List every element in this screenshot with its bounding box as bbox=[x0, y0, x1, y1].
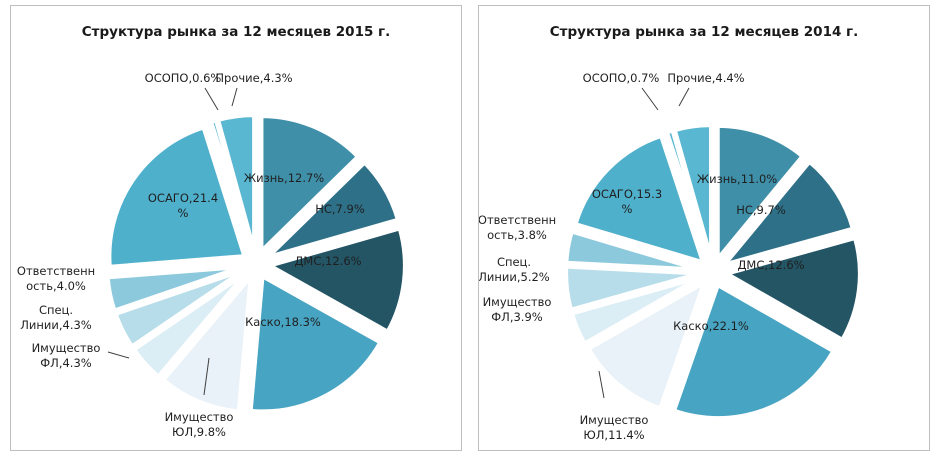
pie-slice-имущество bbox=[131, 271, 248, 380]
pie-slice-спец bbox=[113, 268, 245, 350]
slice-label-дмс: ДМС,12.6% bbox=[294, 254, 361, 268]
pie-slice-имущество bbox=[569, 275, 702, 347]
pie-slice-осаго bbox=[573, 133, 707, 266]
leader-line bbox=[641, 87, 659, 111]
leader-line bbox=[203, 357, 210, 396]
slice-label-осопо: ОСОПО,0.6% bbox=[145, 71, 222, 85]
slice-label-нс: НС,9.7% bbox=[736, 203, 786, 217]
slice-label-спец: Спец. Линии,5.2% bbox=[479, 255, 550, 284]
pie-slice-жизнь bbox=[259, 114, 361, 256]
slice-label-дмс: ДМС,12.6% bbox=[737, 258, 804, 272]
pie-slice-ответственн bbox=[105, 264, 243, 314]
pie-slice-ответственн bbox=[564, 229, 700, 272]
leader-line bbox=[204, 87, 219, 111]
pie-slice-нс bbox=[719, 159, 856, 269]
leader-line bbox=[678, 87, 690, 107]
slice-label-ответственн: Ответственн ость,4.0% bbox=[17, 264, 95, 293]
slice-label-имущество: Имущество ЮЛ,11.4% bbox=[580, 413, 649, 442]
chart-panel-2014: Структура рынка за 12 месяцев 2014 г. Жиз… bbox=[478, 5, 930, 451]
pie-slice-жизнь bbox=[715, 123, 806, 265]
pie-slice-осаго bbox=[107, 124, 248, 269]
slice-label-осаго: ОСАГО,21.4% bbox=[148, 191, 218, 220]
pie-slice-прочие bbox=[215, 113, 257, 251]
pie-slice-каско bbox=[248, 273, 384, 414]
slice-label-осопо: ОСОПО,0.7% bbox=[583, 71, 660, 85]
pie-slice-дмс bbox=[264, 225, 407, 335]
leader-line bbox=[231, 87, 238, 107]
slice-label-нс: НС,7.9% bbox=[315, 202, 365, 216]
pie-slice-спец bbox=[564, 264, 700, 313]
pie-chart-2015: Структура рынка за 12 месяцев 2015 г. Жиз… bbox=[17, 24, 407, 439]
slice-label-жизнь: Жизнь,12.7% bbox=[244, 171, 325, 185]
chart-title: Структура рынка за 12 месяцев 2014 г. bbox=[550, 24, 859, 40]
leader-line bbox=[598, 370, 605, 399]
pie-slice-дмс bbox=[721, 235, 862, 343]
chart-panel-2015: Структура рынка за 12 месяцев 2015 г. Жиз… bbox=[10, 5, 462, 451]
leader-line bbox=[107, 351, 130, 359]
pie-slice-прочие bbox=[672, 123, 714, 259]
slice-label-каско: Каско,22.1% bbox=[673, 319, 749, 333]
chart-title: Структура рынка за 12 месяцев 2015 г. bbox=[82, 24, 391, 40]
slice-label-имущество: Имущество ФЛ,4.3% bbox=[32, 341, 101, 370]
pie-slice-осопо bbox=[208, 118, 254, 252]
slice-label-имущество: Имущество ЮЛ,9.8% bbox=[165, 410, 234, 439]
pie-slice-имущество bbox=[160, 270, 254, 414]
slice-label-имущество: Имущество ФЛ,3.9% bbox=[483, 295, 552, 324]
pie-slice-нс bbox=[266, 159, 401, 259]
slice-label-прочие: Прочие,4.4% bbox=[667, 71, 744, 85]
pie-slice-осопо bbox=[664, 128, 711, 260]
pie-slice-каско bbox=[671, 282, 837, 421]
slice-label-жизнь: Жизнь,11.0% bbox=[697, 172, 778, 186]
pie-chart-2014: Структура рынка за 12 месяцев 2014 г. Жиз… bbox=[479, 24, 862, 442]
slice-label-каско: Каско,18.3% bbox=[245, 315, 321, 329]
slice-label-прочие: Прочие,4.3% bbox=[215, 71, 292, 85]
slice-label-ответственн: Ответственн ость,3.8% bbox=[479, 213, 556, 242]
pie-slice-имущество bbox=[585, 278, 708, 411]
slice-label-спец: Спец. Линии,4.3% bbox=[20, 303, 92, 332]
slice-label-осаго: ОСАГО,15.3% bbox=[592, 187, 662, 216]
